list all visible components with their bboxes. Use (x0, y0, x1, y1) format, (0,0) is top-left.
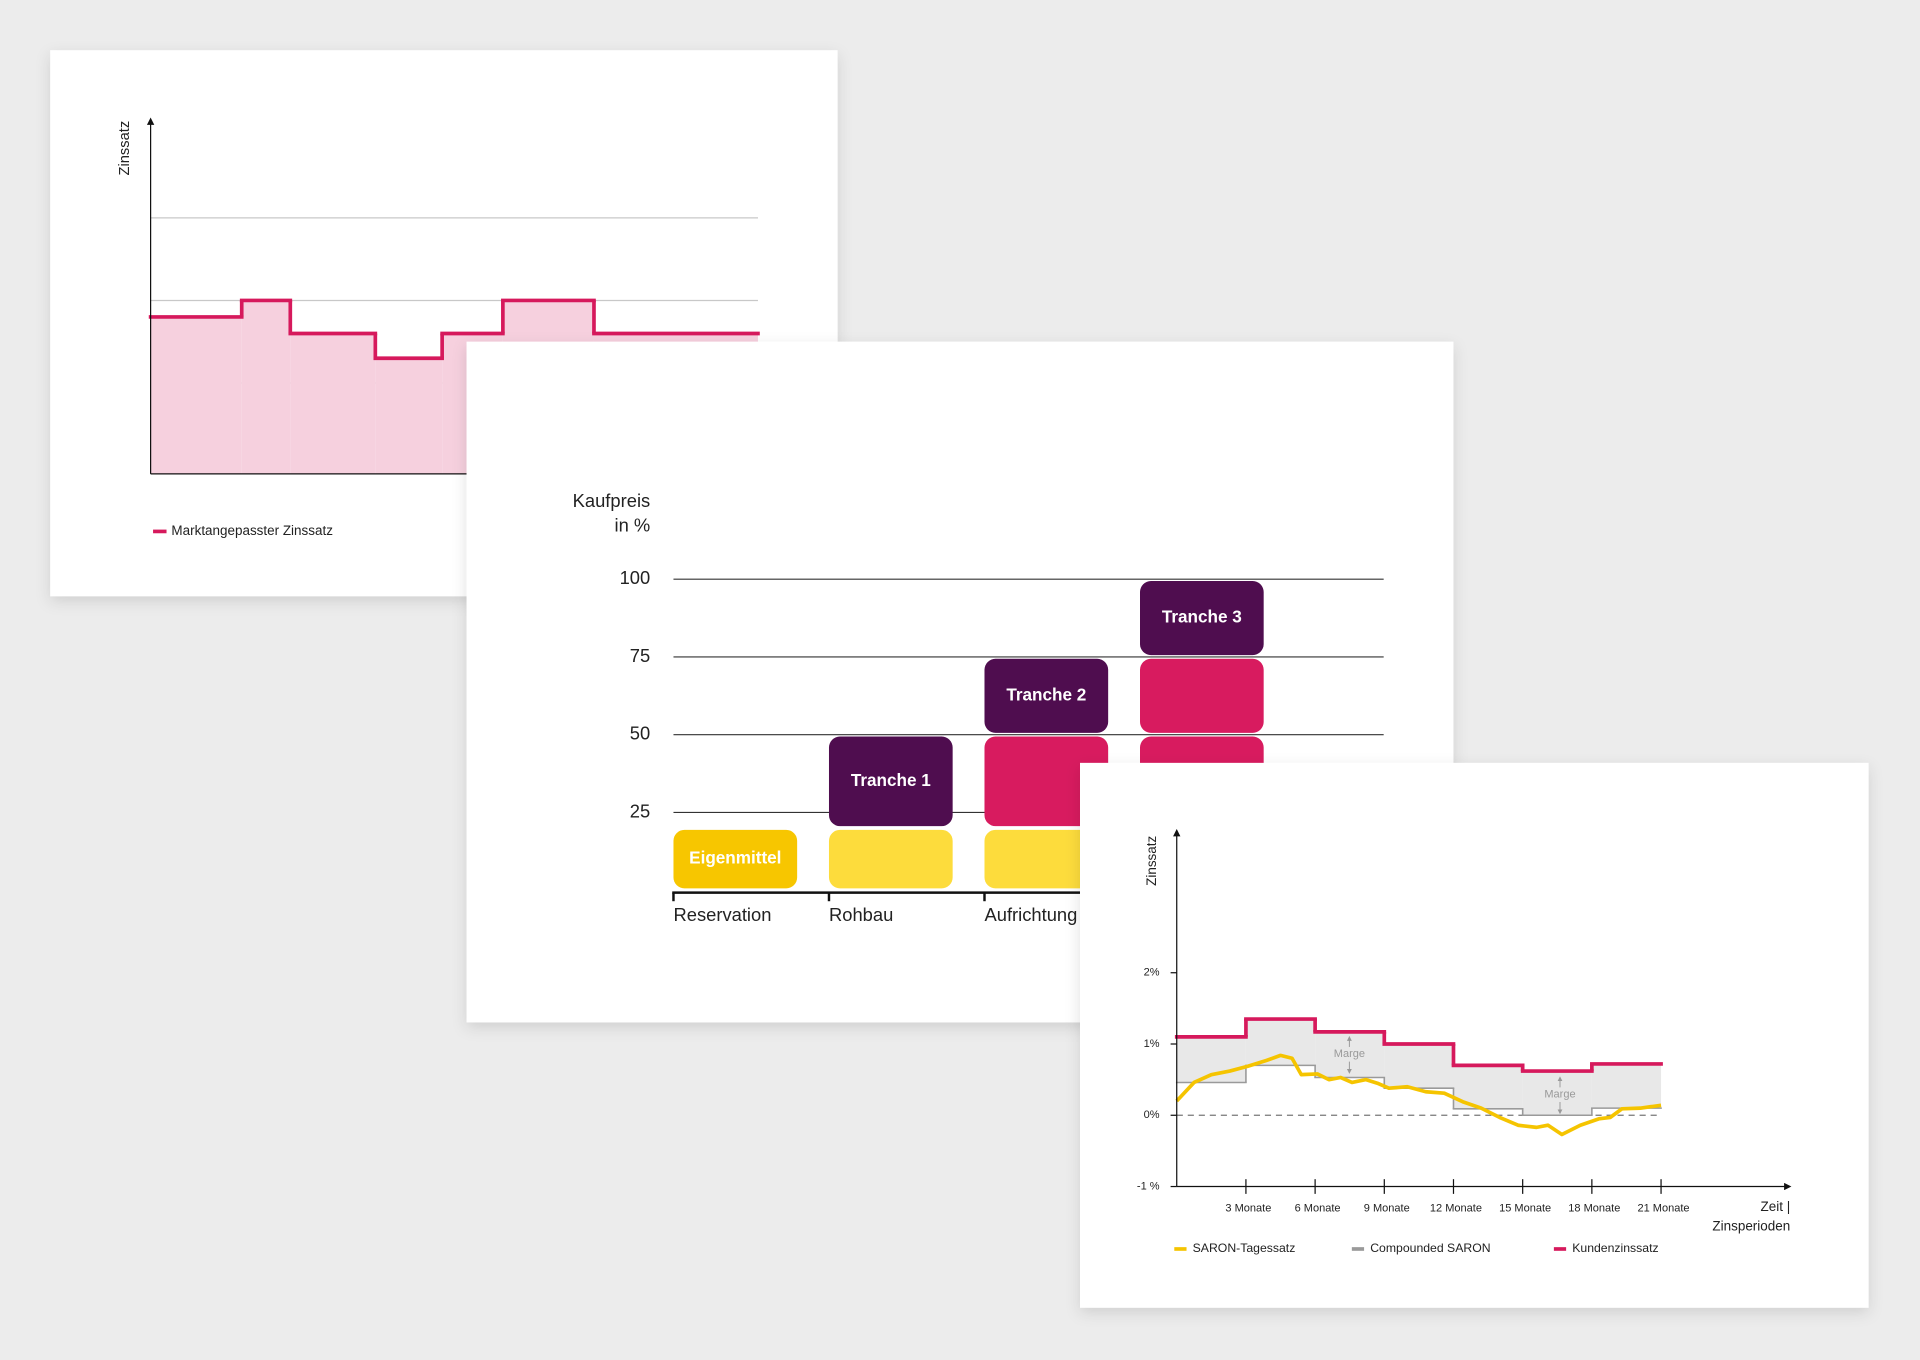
area-segment (241, 300, 291, 474)
bar-segment (1140, 658, 1264, 733)
legend-label: Marktangepasster Zinssatz (171, 523, 333, 538)
line-series (1175, 1053, 1662, 1137)
bar-segment (984, 736, 1109, 827)
y-axis-label: Zinssatz (1144, 836, 1159, 886)
bar-label: Eigenmittel (689, 848, 781, 868)
scene: Marktangepasster Zinssatz Zinssatz Kaufpr… (50, 50, 1869, 1308)
area-segment (150, 316, 242, 474)
x-tick-label: 3 Monate (1225, 1202, 1271, 1214)
x-tick-label: 9 Monate (1364, 1202, 1410, 1214)
bar-segment (673, 829, 798, 889)
x-tick-label: 12 Monate (1430, 1202, 1482, 1214)
bar-segment (984, 658, 1109, 733)
area-segment (290, 333, 376, 474)
margin-band (1591, 1063, 1662, 1109)
y-axis-label: Kaufpreis (573, 490, 651, 511)
margin-band (1245, 1019, 1316, 1066)
margin-band (1384, 1044, 1454, 1089)
bar-segment (828, 829, 953, 889)
x-axis-label: Zeit | (1761, 1199, 1791, 1214)
x-tick-label: 21 Monate (1637, 1202, 1689, 1214)
x-tick-label: 15 Monate (1499, 1202, 1551, 1214)
annotation: Marge (1334, 1048, 1365, 1060)
legend-label: SARON-Tagessatz (1193, 1241, 1296, 1255)
y-axis-label: Zinssatz (117, 121, 133, 176)
y-tick-label: 50 (630, 723, 650, 744)
y-tick-label: 25 (630, 800, 650, 821)
x-tick-label: 18 Monate (1568, 1202, 1620, 1214)
y-tick-label: 0% (1144, 1109, 1160, 1121)
x-tick-label: Reservation (673, 904, 771, 925)
bar-label: Tranche 2 (1006, 684, 1086, 704)
y-tick-label: 1% (1144, 1038, 1160, 1050)
legend-label: Compounded SARON (1370, 1241, 1490, 1255)
y-tick-label: 100 (620, 567, 651, 588)
legend-label: Kundenzinssatz (1572, 1241, 1658, 1255)
chart-card: 2% 1% 0% -1 % 3 Monate 6 Monate 9 Monate 12 Mon… (1080, 762, 1869, 1308)
bar-segment (1140, 581, 1264, 656)
y-tick-label: -1 % (1137, 1180, 1160, 1192)
bar-label: Tranche 3 (1162, 607, 1242, 627)
y-tick-label: 2% (1144, 967, 1160, 979)
margin-band (1522, 1071, 1592, 1116)
area-segment (375, 358, 443, 474)
x-axis-label: Zinsperioden (1712, 1219, 1790, 1234)
bar-label: Tranche 1 (851, 770, 931, 790)
bar-segment (828, 736, 953, 827)
x-tick-label: Rohbau (829, 904, 893, 925)
x-tick-label: Aufrichtung (984, 904, 1077, 925)
y-axis-label: in % (614, 514, 650, 535)
annotation: Marge (1544, 1089, 1575, 1101)
y-tick-label: 75 (630, 645, 650, 666)
x-tick-label: 6 Monate (1295, 1202, 1341, 1214)
bar-segment (984, 829, 1109, 889)
